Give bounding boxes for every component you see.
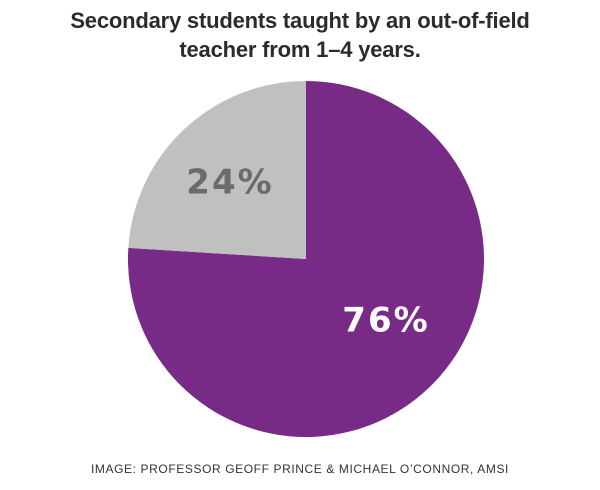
pie-slice-24 [128,81,306,259]
chart-title: Secondary students taught by an out-of-f… [0,6,600,64]
image-credit: IMAGE: PROFESSOR GEOFF PRINCE & MICHAEL … [90,462,509,476]
slice-label-76: 76% [342,301,429,341]
slice-label-24: 24% [186,163,273,203]
pie-slice-76 [128,81,485,437]
chart-title-line-2: teacher from 1–4 years. [179,37,421,62]
chart-title-line-1: Secondary students taught by an out-of-f… [70,8,530,33]
